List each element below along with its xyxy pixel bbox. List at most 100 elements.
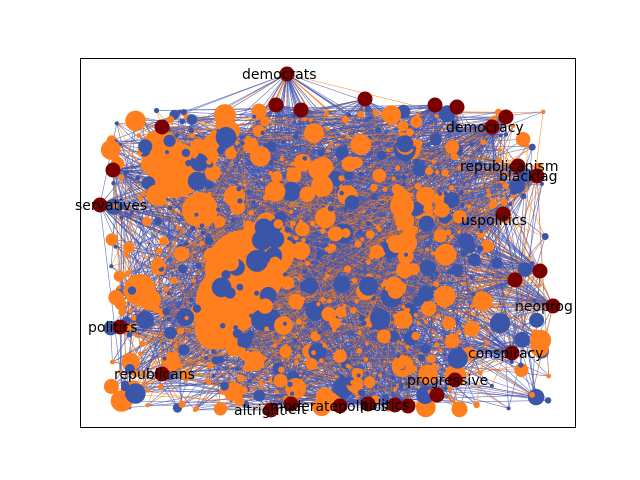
graph-node xyxy=(346,112,352,118)
graph-node xyxy=(333,275,351,293)
graph-node xyxy=(328,318,334,324)
graph-node xyxy=(113,270,125,282)
graph-node xyxy=(291,241,311,260)
graph-node xyxy=(416,321,421,326)
graph-node xyxy=(173,344,179,349)
graph-node xyxy=(127,286,137,295)
graph-node xyxy=(261,241,266,246)
graph-node xyxy=(164,326,177,340)
graph-node xyxy=(429,133,442,146)
graph-node xyxy=(491,164,496,169)
graph-node xyxy=(317,330,322,335)
graph-edge xyxy=(341,254,446,285)
graph-edge xyxy=(262,132,401,148)
graph-node xyxy=(457,165,462,170)
graph-node xyxy=(254,290,260,296)
graph-node xyxy=(202,135,220,152)
graph-node xyxy=(511,124,516,129)
graph-node xyxy=(434,202,450,218)
graph-node xyxy=(290,220,296,227)
axes-frame xyxy=(80,58,576,428)
graph-node xyxy=(230,218,236,223)
graph-node xyxy=(356,150,361,155)
graph-edge xyxy=(398,118,495,202)
graph-node xyxy=(308,118,313,122)
graph-node xyxy=(322,343,328,348)
graph-node xyxy=(298,219,303,224)
graph-node xyxy=(302,156,308,161)
graph-node xyxy=(283,239,292,247)
graph-node xyxy=(396,226,402,232)
graph-node xyxy=(268,170,273,176)
graph-node xyxy=(529,312,545,328)
graph-node xyxy=(217,341,225,348)
graph-node xyxy=(280,276,295,290)
graph-node xyxy=(477,245,484,252)
graph-node xyxy=(249,146,271,167)
graph-node xyxy=(290,192,296,199)
graph-node xyxy=(206,159,212,165)
graph-node xyxy=(166,291,172,296)
graph-node xyxy=(350,307,357,314)
graph-node xyxy=(139,340,146,347)
hub-label-democracy: democracy xyxy=(446,120,524,136)
graph-node xyxy=(433,229,447,243)
graph-node xyxy=(138,139,153,154)
hub-node xyxy=(429,387,445,403)
hub-node xyxy=(545,298,561,314)
graph-node xyxy=(478,161,483,167)
graph-node xyxy=(401,174,407,180)
graph-edge xyxy=(212,122,455,173)
graph-node xyxy=(335,306,347,318)
graph-node xyxy=(304,123,324,144)
graph-node xyxy=(341,156,358,172)
graph-node xyxy=(183,242,188,246)
graph-node xyxy=(305,358,318,370)
graph-node xyxy=(365,221,372,227)
graph-node xyxy=(128,269,132,274)
graph-node xyxy=(185,159,192,167)
graph-node xyxy=(372,109,379,116)
graph-node xyxy=(342,303,347,308)
graph-node xyxy=(397,362,405,370)
graph-node xyxy=(223,185,246,207)
graph-node xyxy=(345,134,350,139)
graph-node xyxy=(410,115,423,128)
graph-node xyxy=(221,270,231,280)
graph-node xyxy=(236,186,242,192)
graph-edge xyxy=(348,204,536,334)
graph-node xyxy=(214,104,236,126)
graph-node xyxy=(320,228,326,234)
graph-node xyxy=(273,373,288,388)
graph-node xyxy=(137,196,143,202)
graph-node xyxy=(251,295,256,300)
graph-node xyxy=(219,266,224,271)
graph-edge xyxy=(111,120,136,240)
graph-node xyxy=(116,285,121,290)
graph-node xyxy=(159,236,169,246)
graph-node xyxy=(299,186,316,203)
graph-node xyxy=(412,146,417,151)
graph-node xyxy=(281,139,286,145)
graph-node xyxy=(166,317,171,322)
graph-edge xyxy=(385,297,392,399)
graph-node xyxy=(424,167,433,176)
graph-node xyxy=(207,362,214,369)
graph-node xyxy=(425,247,430,252)
graph-node xyxy=(339,190,345,196)
graph-node xyxy=(467,253,481,267)
graph-node xyxy=(309,220,316,227)
graph-node xyxy=(445,140,460,155)
graph-node xyxy=(331,328,336,333)
graph-node xyxy=(496,157,502,163)
graph-node xyxy=(377,227,382,232)
graph-edge xyxy=(483,142,541,272)
hub-node xyxy=(154,119,170,135)
graph-node xyxy=(100,139,121,160)
graph-edge xyxy=(331,118,495,210)
hub-node xyxy=(105,162,121,178)
graph-node xyxy=(302,117,307,122)
graph-node xyxy=(245,330,255,340)
graph-node xyxy=(265,141,277,152)
graph-node xyxy=(452,210,467,224)
